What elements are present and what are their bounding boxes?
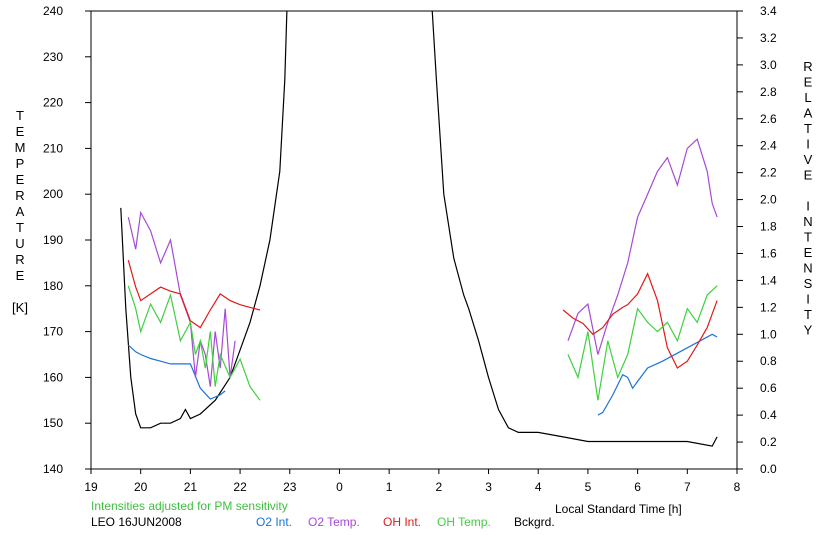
station-label: LEO 16JUN2008 <box>91 515 182 529</box>
y-right-tick-label: 2.0 <box>760 193 777 207</box>
y-right-tick-label: 3.0 <box>760 58 777 72</box>
x-tick-label: 22 <box>233 480 247 494</box>
y-left-label-letter: M <box>15 140 26 155</box>
x-tick-label: 21 <box>184 480 198 494</box>
y-right-label-letter: T <box>804 307 812 322</box>
y-right-tick-label: 2.6 <box>760 112 777 126</box>
y-right-tick-label: 0.0 <box>760 462 777 476</box>
series-line-oh-int <box>562 272 718 369</box>
x-axis-label: Local Standard Time [h] <box>555 502 682 516</box>
y-ticks-left: 140 150 160 170 180 190 200 210 220 230 240 <box>43 4 91 476</box>
x-tick-label: 7 <box>684 480 691 494</box>
y-left-tick-label: 240 <box>43 4 63 18</box>
y-left-label-letter: T <box>16 108 24 123</box>
x-ticks: 19 20 21 22 23 0 1 2 3 4 5 6 7 8 <box>84 469 741 494</box>
y-right-label-letter: E <box>804 168 813 183</box>
y-right-tick-label: 1.2 <box>760 300 777 314</box>
y-right-tick-label: 3.2 <box>760 31 777 45</box>
sensitivity-note: Intensities adjusted for PM sensitivity <box>91 499 288 513</box>
y-right-label-letter: N <box>803 261 812 276</box>
y-right-tick-label: 0.4 <box>760 408 777 422</box>
y-right-tick-label: 1.4 <box>760 273 777 287</box>
x-tick-label: 19 <box>84 480 98 494</box>
y-right-label-letter: V <box>804 152 813 167</box>
y-left-tick-label: 220 <box>43 96 63 110</box>
series-line-o2-int <box>597 333 718 416</box>
y-right-tick-label: 0.6 <box>760 381 777 395</box>
y-right-label-letter: L <box>804 90 811 105</box>
x-tick-label: 3 <box>485 480 492 494</box>
y-right-label-letter: R <box>803 59 812 74</box>
series-line-o2-temp <box>567 138 718 355</box>
y-right-label-letter: A <box>804 106 813 121</box>
series-line-oh-temp <box>567 285 718 401</box>
y-left-label-letter: R <box>15 252 24 267</box>
x-tick-label: 1 <box>386 480 393 494</box>
y-left-tick-label: 180 <box>43 279 63 293</box>
y-right-label-letter: I <box>806 137 810 152</box>
y-left-tick-label: 210 <box>43 141 63 155</box>
y-left-tick-label: 170 <box>43 325 63 339</box>
y-right-label-letter: I <box>806 292 810 307</box>
x-tick-label: 23 <box>283 480 297 494</box>
y-right-label-letter: I <box>806 199 810 214</box>
y-right-tick-label: 0.2 <box>760 435 777 449</box>
y-left-tick-label: 190 <box>43 233 63 247</box>
y-right-label-letter: E <box>804 245 813 260</box>
x-tick-label: 6 <box>634 480 641 494</box>
x-tick-label: 4 <box>535 480 542 494</box>
series-layer <box>120 11 718 447</box>
series-line-bckgrd <box>431 11 718 447</box>
y-right-label-letter: E <box>804 75 813 90</box>
y-left-label-letter: E <box>16 124 25 139</box>
y-ticks-right: 0.0 0.2 0.4 0.6 0.8 1.0 1.2 1.4 1.6 1.8 2.0 2.2 2.4 2… <box>737 4 777 476</box>
y-left-tick-label: 150 <box>43 416 63 430</box>
y-right-tick-label: 3.4 <box>760 4 777 18</box>
y-right-label-letter: N <box>803 214 812 229</box>
series-line-oh-temp <box>127 285 261 401</box>
plot-frame <box>90 10 738 470</box>
y-left-tick-label: 230 <box>43 50 63 64</box>
y-left-label-letter: [K] <box>12 300 28 315</box>
y-right-label-letter: T <box>804 230 812 245</box>
y-left-label-letter: E <box>16 172 25 187</box>
y-left-label-letter: R <box>15 188 24 203</box>
y-left-tick-label: 200 <box>43 187 63 201</box>
y-right-tick-label: 2.8 <box>760 85 777 99</box>
y-right-tick-label: 1.0 <box>760 327 777 341</box>
x-tick-label: 5 <box>585 480 592 494</box>
y-right-tick-label: 1.8 <box>760 220 777 234</box>
series-line-bckgrd <box>120 11 288 429</box>
legend-oh-temp: OH Temp. <box>437 515 491 529</box>
y-right-tick-label: 1.6 <box>760 246 777 260</box>
y-left-tick-label: 140 <box>43 462 63 476</box>
y-right-tick-label: 0.8 <box>760 354 777 368</box>
y-right-tick-label: 2.2 <box>760 166 777 180</box>
y-right-label-letter: Y <box>804 323 813 338</box>
x-tick-label: 8 <box>734 480 741 494</box>
y-left-tick-label: 160 <box>43 370 63 384</box>
legend-o2-temp: O2 Temp. <box>308 515 360 529</box>
x-tick-label: 0 <box>336 480 343 494</box>
y-left-label-letter: A <box>16 204 25 219</box>
y-right-label-letter: T <box>804 121 812 136</box>
x-tick-label: 2 <box>436 480 443 494</box>
y-left-label-letter: T <box>16 220 24 235</box>
legend-o2-int: O2 Int. <box>256 515 293 529</box>
y-left-label-letter: U <box>15 236 24 251</box>
y-right-label-letter: S <box>804 276 813 291</box>
y-left-label-letter: P <box>16 156 25 171</box>
series-line-o2-temp <box>127 210 236 387</box>
x-tick-label: 20 <box>134 480 148 494</box>
legend-oh-int: OH Int. <box>383 515 422 529</box>
series-line-o2-int <box>127 344 226 400</box>
legend-bckgrd: Bckgrd. <box>514 515 555 529</box>
y-left-label-letter: E <box>16 268 25 283</box>
y-right-tick-label: 2.4 <box>760 139 777 153</box>
series-line-oh-int <box>127 260 261 329</box>
